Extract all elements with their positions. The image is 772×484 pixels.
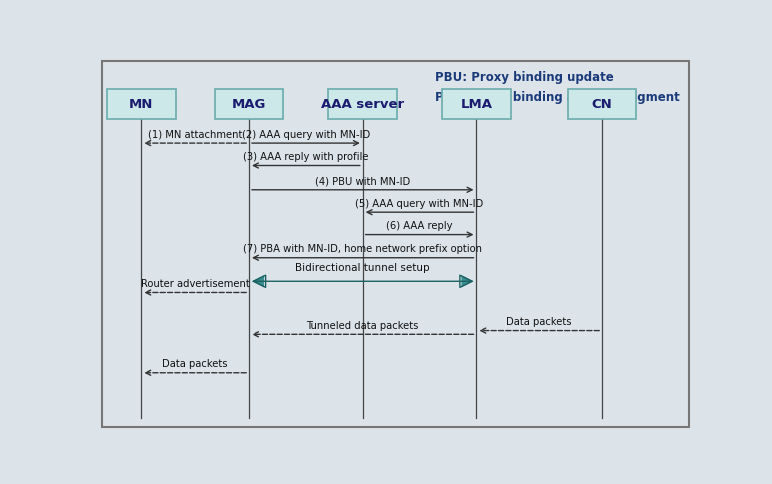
FancyArrowPatch shape [252, 275, 474, 288]
Text: AAA server: AAA server [321, 98, 405, 111]
Text: PBA: Proxy binding acknowledgment: PBA: Proxy binding acknowledgment [435, 91, 679, 104]
FancyBboxPatch shape [442, 90, 511, 120]
Text: Data packets: Data packets [506, 317, 572, 326]
Text: Router advertisement: Router advertisement [141, 278, 249, 288]
Text: Bidirectional tunnel setup: Bidirectional tunnel setup [296, 262, 430, 272]
Text: (6) AAA reply: (6) AAA reply [386, 221, 453, 231]
FancyBboxPatch shape [107, 90, 176, 120]
Text: PBU: Proxy binding update: PBU: Proxy binding update [435, 71, 613, 84]
FancyBboxPatch shape [215, 90, 283, 120]
Text: CN: CN [591, 98, 612, 111]
FancyBboxPatch shape [567, 90, 636, 120]
Text: (2) AAA query with MN-ID: (2) AAA query with MN-ID [242, 129, 370, 139]
Text: Data packets: Data packets [162, 359, 228, 368]
Text: MAG: MAG [232, 98, 266, 111]
Text: Tunneled data packets: Tunneled data packets [306, 320, 419, 330]
FancyBboxPatch shape [328, 90, 397, 120]
Text: (3) AAA reply with profile: (3) AAA reply with profile [243, 151, 369, 162]
Text: (1) MN attachment: (1) MN attachment [148, 129, 242, 139]
Text: LMA: LMA [460, 98, 493, 111]
Text: MN: MN [129, 98, 154, 111]
Text: (4) PBU with MN-ID: (4) PBU with MN-ID [315, 176, 411, 186]
Text: (7) PBA with MN-ID, home network prefix option: (7) PBA with MN-ID, home network prefix … [243, 244, 482, 254]
Text: (5) AAA query with MN-ID: (5) AAA query with MN-ID [355, 198, 484, 208]
